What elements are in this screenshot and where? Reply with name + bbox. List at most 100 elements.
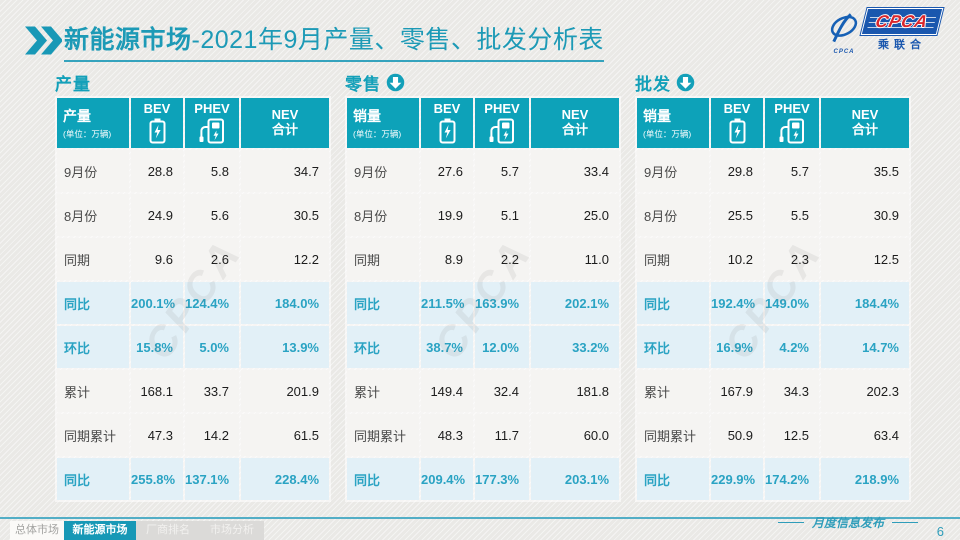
cell-value: 16.9% [711, 326, 763, 368]
cell-value: 19.9 [421, 194, 473, 236]
row-label: 8月份 [347, 194, 419, 236]
table-row: 8月份 24.9 5.6 30.5 [57, 194, 329, 236]
cell-value: 5.0% [185, 326, 239, 368]
table-row: 9月份 28.8 5.8 34.7 [57, 150, 329, 192]
header-col_bev-cell: BEV [421, 98, 473, 148]
cell-value: 8.9 [421, 238, 473, 280]
footer-tab-3[interactable]: 厂商排名 [136, 521, 200, 540]
cell-value: 228.4% [241, 458, 329, 500]
cell-value: 35.5 [821, 150, 909, 192]
cell-value: 34.7 [241, 150, 329, 192]
cell-value: 181.8 [531, 370, 619, 412]
cell-value: 5.8 [185, 150, 239, 192]
section-title: 批发 [635, 75, 671, 94]
header-col_bev-label: BEV [143, 101, 171, 117]
cell-value: 11.0 [531, 238, 619, 280]
header-measure-label: 销量 [643, 108, 671, 124]
cell-value: 255.8% [131, 458, 183, 500]
cell-value: 12.0% [475, 326, 529, 368]
table-row: 同比 209.4% 177.3% 203.1% [347, 458, 619, 500]
section-title: 产量 [55, 75, 91, 94]
row-label: 同期 [57, 238, 129, 280]
circle-down-arrow-icon [386, 73, 405, 92]
cell-value: 29.8 [711, 150, 763, 192]
table-row: 累计 167.9 34.3 202.3 [637, 370, 909, 412]
cell-value: 201.9 [241, 370, 329, 412]
cell-value: 149.4 [421, 370, 473, 412]
footer-tab-2[interactable]: 新能源市场 [64, 521, 136, 540]
charging-station-icon [475, 118, 529, 144]
header-col_phev-label: PHEV [774, 101, 810, 117]
cell-value: 32.4 [475, 370, 529, 412]
cell-value: 137.1% [185, 458, 239, 500]
table-row: 同比 255.8% 137.1% 228.4% [57, 458, 329, 500]
header-measure-cell: 销量 (单位：万辆) [347, 98, 419, 148]
row-label: 同比 [57, 458, 129, 500]
battery-icon [131, 118, 183, 144]
header-col_nev-cell: NEV 合计 [531, 98, 619, 148]
cell-value: 174.2% [765, 458, 819, 500]
cell-value: 13.9% [241, 326, 329, 368]
cpca-wordmark-text: CPCA [873, 11, 931, 31]
cell-value: 12.5 [821, 238, 909, 280]
cell-value: 149.0% [765, 282, 819, 324]
footer-tab-4[interactable]: 市场分析 [200, 521, 264, 540]
section-header: 产量 [55, 70, 331, 95]
table-row: 环比 38.7% 12.0% 33.2% [347, 326, 619, 368]
row-label: 同比 [637, 282, 709, 324]
row-label: 同期 [347, 238, 419, 280]
footer-note-dash-left [777, 522, 804, 523]
cell-value: 209.4% [421, 458, 473, 500]
page-number: 6 [936, 524, 944, 539]
cell-value: 14.2 [185, 414, 239, 456]
cell-value: 12.5 [765, 414, 819, 456]
row-label: 同比 [347, 282, 419, 324]
footer-note: 月度信息发布 [777, 514, 918, 531]
cell-value: 10.2 [711, 238, 763, 280]
cell-value: 33.2% [531, 326, 619, 368]
row-label: 累计 [637, 370, 709, 412]
table-section-production: 产量 产量 (单位：万辆) BEV PHEV NEV 合计 9月份 28.8 5.8 34.7 8月份… [55, 70, 331, 502]
header-col_nev-cell: NEV 合计 [821, 98, 909, 148]
row-label: 同期 [637, 238, 709, 280]
table-row: 同比 211.5% 163.9% 202.1% [347, 282, 619, 324]
cell-value: 5.1 [475, 194, 529, 236]
header-measure-label: 产量 [63, 108, 91, 124]
row-label: 8月份 [57, 194, 129, 236]
cpca-subtitle: 乘联合 [878, 39, 926, 51]
charging-station-icon [765, 118, 819, 144]
cell-value: 61.5 [241, 414, 329, 456]
data-table-wholesale: 销量 (单位：万辆) BEV PHEV NEV 合计 9月份 29.8 5.7 35.5 8月份 25… [635, 96, 911, 502]
double-chevron-right-icon [24, 26, 63, 60]
header-col_phev-cell: PHEV [475, 98, 529, 148]
footer-tab-1[interactable]: 总体市场 [10, 521, 64, 540]
cell-value: 25.5 [711, 194, 763, 236]
row-label: 9月份 [347, 150, 419, 192]
cell-value: 168.1 [131, 370, 183, 412]
header-col_nev-line: NEV [561, 107, 589, 123]
cell-value: 211.5% [421, 282, 473, 324]
table-row: 同比 200.1% 124.4% 184.0% [57, 282, 329, 324]
cell-value: 12.2 [241, 238, 329, 280]
cell-value: 4.2% [765, 326, 819, 368]
cell-value: 48.3 [421, 414, 473, 456]
row-label: 同比 [637, 458, 709, 500]
header-measure-cell: 销量 (单位：万辆) [637, 98, 709, 148]
cell-value: 11.7 [475, 414, 529, 456]
cell-value: 24.9 [131, 194, 183, 236]
cpca-swirl-icon: CPCA [827, 8, 861, 55]
table-row: 同比 192.4% 149.0% 184.4% [637, 282, 909, 324]
cell-value: 25.0 [531, 194, 619, 236]
table-row: 同期累计 47.3 14.2 61.5 [57, 414, 329, 456]
cell-value: 5.7 [765, 150, 819, 192]
cell-value: 5.7 [475, 150, 529, 192]
header-unit-label: (单位：万辆) [353, 129, 402, 139]
header-col_nev-line: 合计 [851, 122, 878, 137]
cell-value: 2.2 [475, 238, 529, 280]
cpca-logo: CPCA CPCA 乘联合 [827, 8, 944, 55]
row-label: 8月份 [637, 194, 709, 236]
table-row: 累计 149.4 32.4 181.8 [347, 370, 619, 412]
charging-station-icon [185, 118, 239, 144]
footer-note-text: 月度信息发布 [811, 516, 884, 530]
cell-value: 192.4% [711, 282, 763, 324]
